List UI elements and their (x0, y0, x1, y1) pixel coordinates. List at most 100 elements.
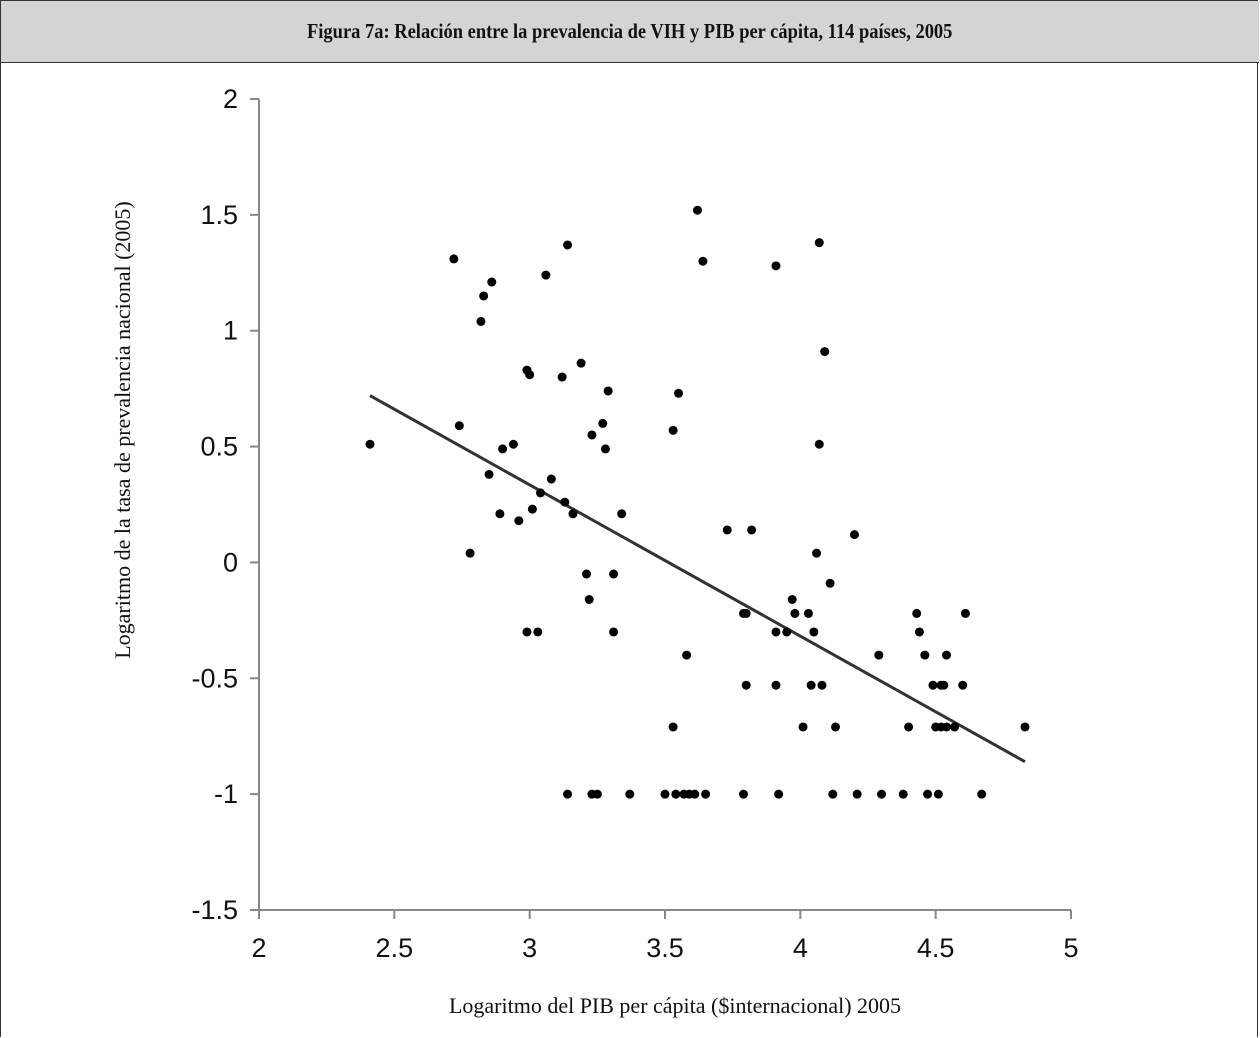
y-tick-label: 2 (223, 84, 238, 114)
y-tick-label: 1 (223, 316, 238, 346)
data-point (920, 650, 930, 660)
data-point (828, 789, 838, 799)
data-point (812, 548, 822, 558)
data-point (831, 722, 841, 732)
data-point (454, 421, 464, 431)
data-point (560, 497, 570, 507)
data-point (774, 789, 784, 799)
data-point (722, 525, 732, 535)
y-tick-label: -0.5 (191, 663, 238, 693)
data-point (514, 516, 524, 526)
y-tick-label: 1.5 (200, 200, 238, 230)
data-point (771, 680, 781, 690)
data-point (568, 509, 578, 519)
trend-line (369, 394, 1026, 764)
data-point (741, 608, 751, 618)
data-point (698, 256, 708, 266)
x-tick-label: 3 (522, 933, 537, 963)
data-point (874, 650, 884, 660)
x-tick-label: 4.5 (917, 933, 955, 963)
data-point (977, 789, 987, 799)
data-point (484, 469, 494, 479)
data-point (609, 627, 619, 637)
data-point (912, 608, 922, 618)
data-point (603, 386, 613, 396)
chart-title: Figura 7a: Relación entre la prevalencia… (307, 19, 953, 43)
data-point (660, 789, 670, 799)
data-point (563, 240, 573, 250)
x-axis-title: Logaritmo del PIB per cápita ($internaci… (449, 993, 901, 1018)
data-point (914, 627, 924, 637)
data-point (682, 650, 692, 660)
data-point (557, 372, 567, 382)
data-point (941, 650, 951, 660)
y-tick-label: 0.5 (200, 432, 238, 462)
data-point (825, 578, 835, 588)
data-point (592, 789, 602, 799)
y-tick-label: 0 (223, 547, 238, 577)
data-point (852, 789, 862, 799)
data-point (738, 789, 748, 799)
data-point (541, 270, 551, 280)
data-point (625, 789, 635, 799)
data-point (508, 439, 518, 449)
data-point (476, 316, 486, 326)
data-point (674, 388, 684, 398)
x-tick-label: 4 (793, 933, 808, 963)
data-point (771, 261, 781, 271)
data-point (465, 548, 475, 558)
data-point (950, 722, 960, 732)
data-point (904, 722, 914, 732)
data-point (771, 627, 781, 637)
y-tick-label: -1 (214, 779, 238, 809)
data-point (941, 722, 951, 732)
data-point (598, 418, 608, 428)
data-point (584, 595, 594, 605)
data-point (958, 680, 968, 690)
data-point (814, 439, 824, 449)
data-point (814, 238, 824, 248)
data-point (692, 205, 702, 215)
data-point (928, 680, 938, 690)
x-tick-label: 2 (251, 933, 266, 963)
x-tick-label: 5 (1063, 933, 1078, 963)
data-point (690, 789, 700, 799)
data-point (806, 680, 816, 690)
trendline-group (369, 394, 1026, 764)
data-point (898, 789, 908, 799)
data-point (576, 358, 586, 368)
data-points (365, 205, 1030, 799)
chart-title-bar: Figura 7a: Relación entre la prevalencia… (1, 1, 1259, 63)
data-point (522, 627, 532, 637)
data-point (487, 277, 497, 287)
data-point (365, 439, 375, 449)
data-point (849, 530, 859, 540)
data-point (668, 425, 678, 435)
data-point (933, 789, 943, 799)
data-point (535, 488, 545, 498)
data-point (449, 254, 459, 264)
data-point (671, 789, 681, 799)
data-point (923, 789, 933, 799)
data-point (609, 569, 619, 579)
y-tick-label: -1.5 (191, 895, 238, 925)
data-point (809, 627, 819, 637)
y-axis-title: Logaritmo de la tasa de prevalencia naci… (110, 201, 135, 659)
data-point (498, 444, 508, 454)
data-point (787, 595, 797, 605)
data-point (820, 347, 830, 357)
data-point (525, 370, 535, 380)
data-point (533, 627, 543, 637)
data-point (563, 789, 573, 799)
axes: 2 1.5 1 0.5 0 -0.5 -1 -1.5 2 2.5 3 3.5 4 4.5 5 (191, 84, 1078, 963)
x-tick-label: 2.5 (376, 933, 414, 963)
data-point (582, 569, 592, 579)
data-point (939, 680, 949, 690)
data-point (617, 509, 627, 519)
data-point (587, 430, 597, 440)
data-point (798, 722, 808, 732)
data-point (1020, 722, 1030, 732)
data-point (790, 608, 800, 618)
